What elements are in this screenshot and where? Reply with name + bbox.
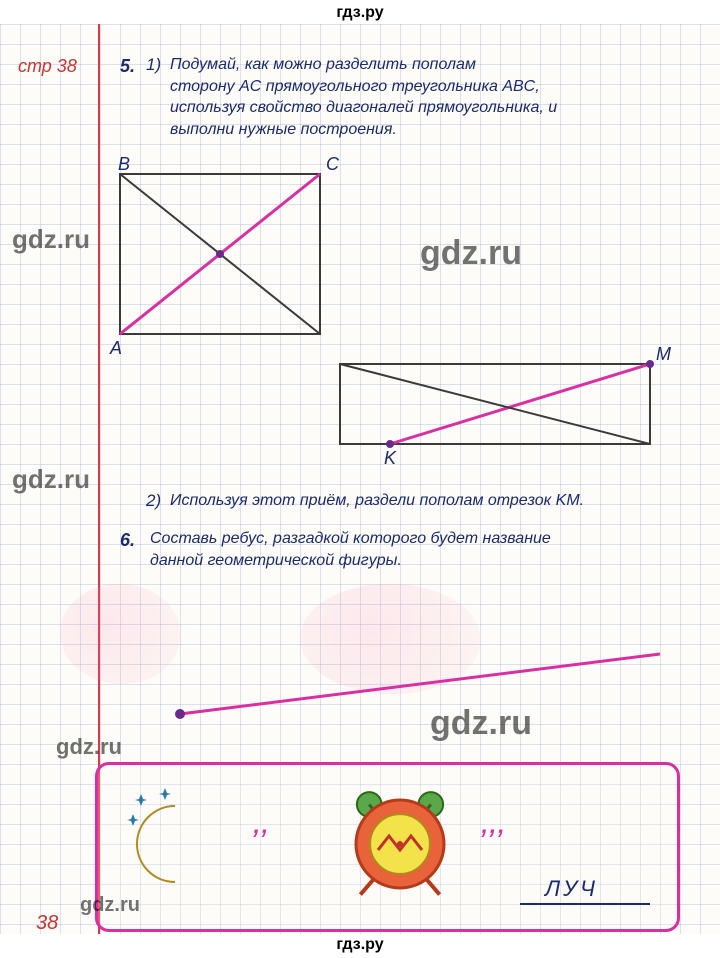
- task5-part2-text: Используя этот приём, раздели пополам от…: [170, 490, 700, 512]
- clock-icon: [330, 774, 470, 914]
- task5-number: 5.: [120, 54, 135, 78]
- label-K: K: [384, 446, 396, 470]
- task5-part1-text: Подумай, как можно разделить пополам сто…: [170, 54, 700, 140]
- notebook-page: стр 38 38 5. 1) Подумай, как можно разде…: [0, 24, 720, 934]
- rebus-answer: ЛУЧ: [545, 874, 598, 904]
- watermark: gdz.ru: [430, 704, 532, 743]
- watermark: gdz.ru: [420, 234, 522, 273]
- label-B: B: [118, 152, 130, 176]
- site-footer: гдз.ру: [0, 936, 720, 954]
- moon-icon: [115, 784, 235, 904]
- label-C: C: [326, 152, 339, 176]
- site-header: гдз.ру: [0, 4, 720, 22]
- watermark: gdz.ru: [12, 464, 90, 495]
- ray-figure: [170, 644, 670, 724]
- watermark: gdz.ru: [80, 894, 140, 917]
- rebus-commas-left: ’’: [250, 820, 268, 866]
- rect2-figure: [330, 354, 660, 454]
- bleed-blob: [60, 584, 180, 684]
- square-figure: [110, 164, 330, 344]
- task6-number: 6.: [120, 528, 135, 552]
- label-M: M: [656, 342, 671, 366]
- task5-part2-number: 2): [146, 490, 161, 513]
- page-number-bottom: 38: [36, 910, 58, 937]
- page-number-top: стр 38: [18, 54, 77, 78]
- label-A: A: [110, 336, 122, 360]
- task5-part1-number: 1): [146, 54, 161, 77]
- rebus-commas-right: ’’’: [478, 820, 504, 866]
- watermark: gdz.ru: [12, 224, 90, 255]
- task6-text: Составь ребус, разгадкой которого будет …: [150, 528, 700, 571]
- watermark: gdz.ru: [56, 734, 122, 760]
